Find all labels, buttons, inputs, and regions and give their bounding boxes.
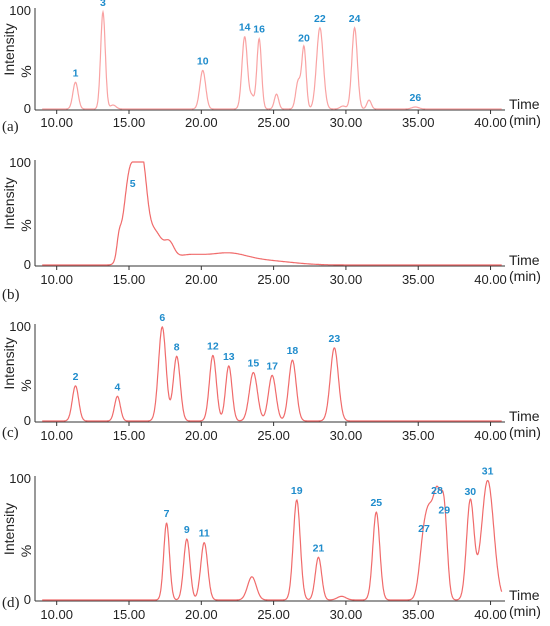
panel-c-peak-label-18: 18 (287, 345, 299, 357)
panel-b-xtick-label: 30.00 (330, 272, 363, 287)
panel-a-xtick-label: 30.00 (330, 115, 363, 130)
panel-b-ylabel-intensity: Intensity (1, 177, 17, 229)
panel-d-peak-label-30: 30 (464, 486, 476, 498)
panel-a-peak-label-1: 1 (73, 67, 79, 79)
panel-a-ylabel-percent: % (18, 65, 34, 77)
panel-c-letter: (c) (2, 425, 19, 441)
panel-b-xtick-label: 25.00 (257, 272, 290, 287)
panel-c-peak-label-8: 8 (174, 341, 180, 353)
panel-b-xtick-label: 15.00 (113, 272, 146, 287)
panel-c-xtick-label: 25.00 (257, 428, 290, 443)
panel-a-xtick-label: 15.00 (113, 115, 146, 130)
panel-a-ytick-100: 100 (9, 3, 31, 18)
panel-b-xtick-label: 40.00 (474, 272, 507, 287)
panel-c-peak-label-4: 4 (115, 381, 121, 393)
panel-d-ytick-100: 100 (9, 471, 31, 486)
panel-a-peak-label-10: 10 (197, 55, 209, 67)
panel-b-xtick-label: 35.00 (402, 272, 435, 287)
panel-d-xtick-label: 35.00 (402, 607, 435, 622)
panel-a-peak-label-26: 26 (409, 92, 421, 104)
panel-d-trace (42, 479, 503, 601)
panel-a-xlabel-unit: (min) (509, 112, 541, 128)
panel-a-xlabel-time: Time (509, 96, 540, 112)
panel-d-xtick-label: 15.00 (113, 607, 146, 622)
panel-a-xtick-label: 35.00 (402, 115, 435, 130)
panel-a-peak-label-14: 14 (239, 22, 251, 34)
panel-c-xtick-label: 35.00 (402, 428, 435, 443)
panel-b-xlabel-time: Time (509, 252, 540, 268)
panel-c-xtick-label: 20.00 (185, 428, 218, 443)
panel-d-peak-label-9: 9 (184, 524, 190, 536)
panel-d-ylabel-percent: % (18, 545, 34, 557)
panel-a-xtick-label: 25.00 (257, 115, 290, 130)
panel-a-xtick-label: 40.00 (474, 115, 507, 130)
panel-b-trace (42, 161, 502, 266)
panel-c-xtick-label: 40.00 (474, 428, 507, 443)
panel-c-peak-label-23: 23 (329, 333, 341, 345)
panel-c-ylabel-intensity: Intensity (1, 337, 17, 389)
panel-d-peak-label-29: 29 (438, 504, 450, 516)
panel-b-letter: (b) (2, 287, 20, 303)
panel-c-xlabel-time: Time (509, 408, 540, 424)
panel-b-peak-label-5: 5 (130, 178, 136, 190)
panel-d-xtick-label: 20.00 (185, 607, 218, 622)
panel-b-ylabel-percent: % (18, 219, 34, 231)
panel-d-xtick-label: 10.00 (40, 607, 73, 622)
panel-c-peak-label-2: 2 (73, 371, 79, 383)
panel-c-trace (42, 326, 502, 422)
panel-a-ylabel-intensity: Intensity (1, 23, 17, 75)
panel-a-peak-label-20: 20 (298, 33, 310, 45)
panel-a-peak-label-22: 22 (314, 13, 326, 25)
panel-c-xtick-label: 15.00 (113, 428, 146, 443)
panel-a-peak-label-16: 16 (253, 24, 265, 36)
panel-d-xtick-label: 30.00 (330, 607, 363, 622)
panel-b-ytick-0: 0 (24, 257, 31, 272)
panel-d-peak-label-25: 25 (370, 497, 382, 509)
panel-d-peak-label-7: 7 (164, 508, 170, 520)
panel-d-ytick-0: 0 (24, 592, 31, 607)
panel-d-peak-label-21: 21 (313, 542, 325, 554)
panel-c-peak-label-13: 13 (223, 351, 235, 363)
panel-c-ytick-100: 100 (9, 319, 31, 334)
panel-b-ytick-100: 100 (9, 155, 31, 170)
panel-d-xtick-label: 40.00 (474, 607, 507, 622)
panel-c-peak-label-17: 17 (266, 360, 278, 372)
panel-c-ytick-0: 0 (24, 413, 31, 428)
panel-a-letter: (a) (2, 119, 19, 135)
panel-c-xlabel-unit: (min) (509, 424, 541, 440)
panel-a-peak-label-3: 3 (100, 0, 106, 9)
panel-d-xlabel-time: Time (509, 587, 540, 603)
panel-c-peak-label-12: 12 (207, 340, 219, 352)
panel-d-peak-label-27: 27 (418, 523, 430, 535)
panel-c-xtick-label: 30.00 (330, 428, 363, 443)
panel-a-xtick-label: 10.00 (40, 115, 73, 130)
panel-c-ylabel-percent: % (18, 379, 34, 391)
panel-d-letter: (d) (2, 595, 20, 611)
panel-a-peak-label-24: 24 (349, 13, 361, 25)
panel-c-peak-label-6: 6 (159, 312, 165, 324)
panel-c-xtick-label: 10.00 (40, 428, 73, 443)
panel-d-xlabel-unit: (min) (509, 603, 541, 619)
panel-d-xtick-label: 25.00 (257, 607, 290, 622)
panel-a-trace (42, 9, 502, 110)
panel-b-xtick-label: 10.00 (40, 272, 73, 287)
panel-a-xtick-label: 20.00 (185, 115, 218, 130)
panel-b-xtick-label: 20.00 (185, 272, 218, 287)
panel-d-peak-label-11: 11 (199, 528, 210, 540)
panel-c-peak-label-15: 15 (248, 358, 260, 370)
panel-a-ytick-0: 0 (24, 101, 31, 116)
panel-d-peak-label-19: 19 (291, 485, 303, 497)
panel-b-xlabel-unit: (min) (509, 268, 541, 284)
panel-d-peak-label-31: 31 (482, 465, 494, 477)
panel-d-ylabel-intensity: Intensity (1, 503, 17, 555)
panel-d-peak-label-28: 28 (431, 485, 443, 497)
